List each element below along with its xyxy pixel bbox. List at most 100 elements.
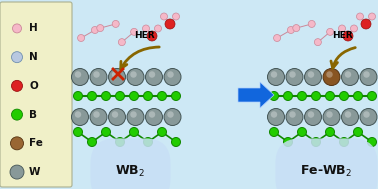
Circle shape <box>155 25 161 32</box>
Circle shape <box>271 71 277 78</box>
Circle shape <box>149 111 155 118</box>
Circle shape <box>144 91 152 101</box>
Circle shape <box>90 108 107 125</box>
Circle shape <box>314 39 321 46</box>
Circle shape <box>102 128 110 136</box>
Circle shape <box>345 111 351 118</box>
Circle shape <box>130 128 138 136</box>
Circle shape <box>11 137 23 150</box>
Circle shape <box>369 13 375 20</box>
Circle shape <box>131 28 138 35</box>
Circle shape <box>108 108 125 125</box>
Circle shape <box>12 24 22 33</box>
Circle shape <box>71 108 88 125</box>
Circle shape <box>284 91 293 101</box>
Circle shape <box>353 91 363 101</box>
Circle shape <box>118 39 125 46</box>
Text: B: B <box>29 110 37 120</box>
Circle shape <box>345 71 351 78</box>
Text: N: N <box>29 52 38 62</box>
Circle shape <box>271 111 277 118</box>
Circle shape <box>339 138 349 146</box>
Circle shape <box>71 68 88 85</box>
Circle shape <box>147 31 157 41</box>
Circle shape <box>341 68 358 85</box>
Circle shape <box>75 111 81 118</box>
Circle shape <box>116 91 124 101</box>
Circle shape <box>97 25 104 32</box>
Circle shape <box>339 25 345 32</box>
Circle shape <box>77 35 85 42</box>
Circle shape <box>305 68 322 85</box>
Circle shape <box>284 138 293 146</box>
FancyArrow shape <box>238 82 274 108</box>
Circle shape <box>360 108 377 125</box>
Circle shape <box>112 71 118 78</box>
Circle shape <box>75 71 81 78</box>
Circle shape <box>73 128 82 136</box>
Circle shape <box>326 111 333 118</box>
Circle shape <box>172 91 181 101</box>
Circle shape <box>73 91 82 101</box>
Circle shape <box>158 128 166 136</box>
Circle shape <box>363 71 370 78</box>
Circle shape <box>323 68 340 85</box>
FancyBboxPatch shape <box>0 2 72 187</box>
Circle shape <box>143 25 150 32</box>
Circle shape <box>167 111 174 118</box>
Circle shape <box>339 91 349 101</box>
Circle shape <box>164 68 181 85</box>
Circle shape <box>308 20 315 27</box>
Text: Fe: Fe <box>29 138 43 148</box>
Text: W: W <box>29 167 40 177</box>
Circle shape <box>127 68 144 85</box>
Circle shape <box>286 68 303 85</box>
Circle shape <box>10 165 24 179</box>
Circle shape <box>172 13 180 20</box>
Circle shape <box>361 19 371 29</box>
Circle shape <box>172 138 181 146</box>
Circle shape <box>11 109 23 120</box>
Circle shape <box>289 71 296 78</box>
Circle shape <box>149 71 155 78</box>
Circle shape <box>11 80 23 91</box>
Circle shape <box>326 71 333 78</box>
Circle shape <box>353 128 363 136</box>
Circle shape <box>297 91 307 101</box>
Circle shape <box>165 19 175 29</box>
Circle shape <box>311 138 321 146</box>
Circle shape <box>343 31 353 41</box>
Circle shape <box>158 91 166 101</box>
Circle shape <box>91 26 98 33</box>
Circle shape <box>112 20 119 27</box>
Circle shape <box>297 128 307 136</box>
Circle shape <box>350 25 358 32</box>
Circle shape <box>90 68 107 85</box>
Text: H: H <box>29 23 38 33</box>
Circle shape <box>130 71 137 78</box>
Circle shape <box>327 28 334 35</box>
Text: O: O <box>29 81 38 91</box>
Circle shape <box>11 52 23 63</box>
Text: Fe-WB$_2$: Fe-WB$_2$ <box>301 163 353 179</box>
Circle shape <box>268 108 285 125</box>
FancyArrowPatch shape <box>331 48 355 68</box>
Circle shape <box>102 91 110 101</box>
Circle shape <box>144 138 152 146</box>
Text: HER: HER <box>332 30 352 40</box>
Circle shape <box>164 108 181 125</box>
Circle shape <box>341 108 358 125</box>
Circle shape <box>308 111 314 118</box>
Circle shape <box>293 25 300 32</box>
Circle shape <box>146 68 163 85</box>
Text: HER: HER <box>134 30 154 40</box>
Circle shape <box>323 108 340 125</box>
Circle shape <box>308 71 314 78</box>
Circle shape <box>286 108 303 125</box>
FancyArrowPatch shape <box>121 47 159 69</box>
Circle shape <box>93 71 100 78</box>
Circle shape <box>287 26 294 33</box>
Circle shape <box>356 13 364 20</box>
Circle shape <box>116 138 124 146</box>
Circle shape <box>325 128 335 136</box>
